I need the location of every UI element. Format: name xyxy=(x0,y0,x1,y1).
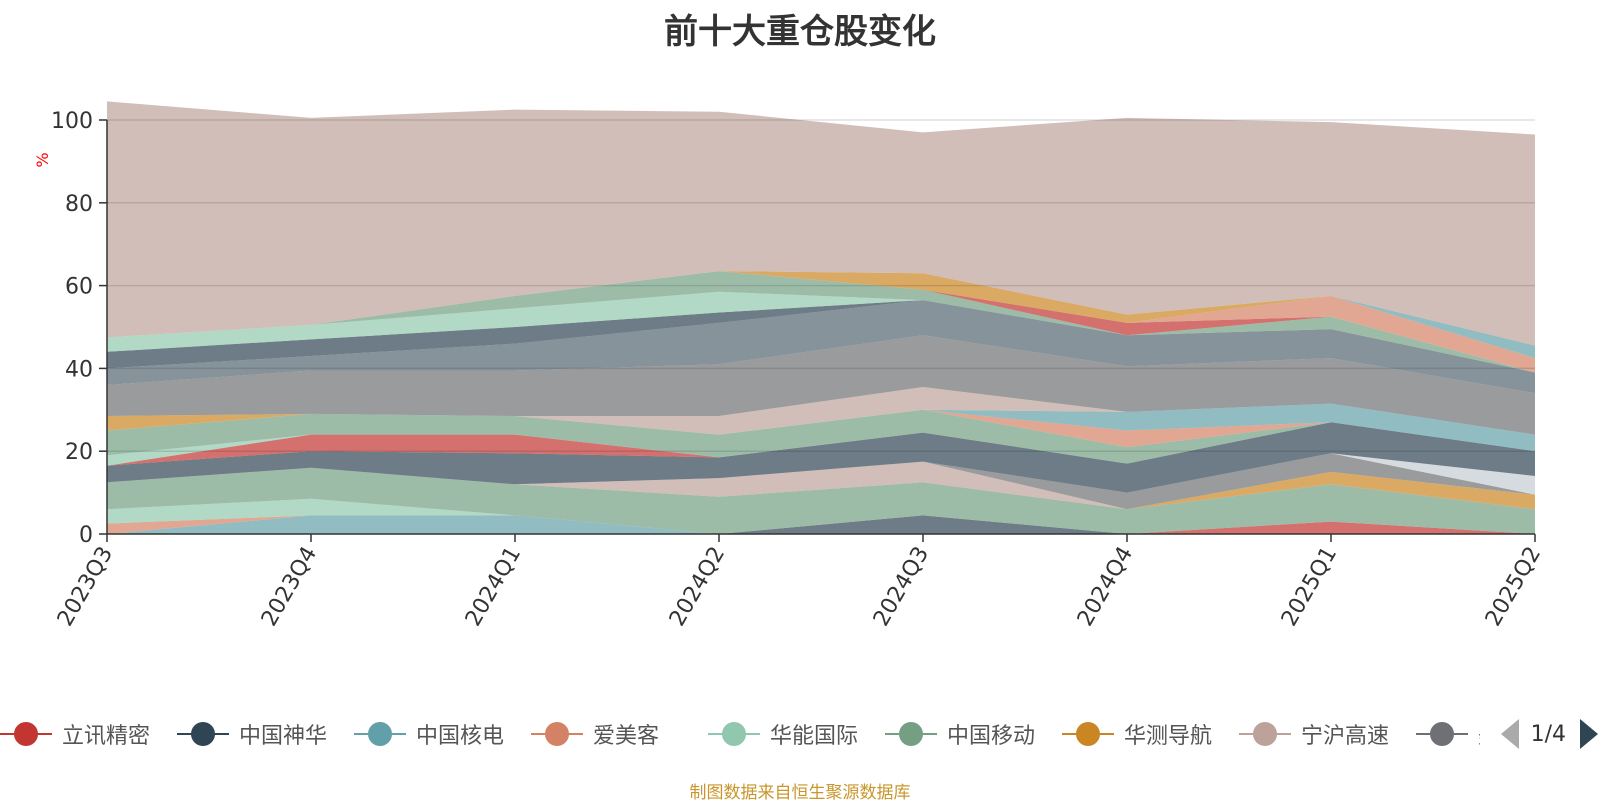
legend-label: 中国核电 xyxy=(416,724,505,749)
legend-item[interactable]: 爱美客 xyxy=(531,712,659,756)
legend-marker-icon xyxy=(0,720,52,748)
area-series-20[interactable] xyxy=(107,300,1535,373)
area-series-0[interactable] xyxy=(107,521,1535,534)
chart-title: 前十大重仓股变化 xyxy=(664,12,936,52)
x-tick-label: 2025Q2 xyxy=(1481,543,1546,631)
legend: 立讯精密 中国神华 中国核电 爱美客 华能国际 中国移动 华测导航 宁沪高速 美的 xyxy=(0,712,1480,756)
legend-item[interactable]: 中国核电 xyxy=(354,712,504,756)
area-series-4[interactable] xyxy=(107,498,1535,534)
legend-marker-icon xyxy=(531,720,583,748)
area-series-17[interactable] xyxy=(107,387,1535,435)
legend-label: 美的 xyxy=(1478,718,1480,750)
y-axis-unit-label: % xyxy=(33,152,52,167)
series-areas xyxy=(107,101,1535,534)
x-tick-label: 2023Q3 xyxy=(53,543,118,631)
legend-label: 宁沪高速 xyxy=(1301,724,1390,749)
area-series-22[interactable] xyxy=(107,271,1535,373)
area-series-27[interactable] xyxy=(107,101,1535,346)
legend-marker-icon xyxy=(1416,720,1468,748)
legend-marker-icon xyxy=(708,720,760,748)
area-series-23[interactable] xyxy=(107,271,1535,373)
y-tick-label: 100 xyxy=(51,109,93,134)
area-series-21[interactable] xyxy=(107,291,1535,373)
data-source-note: 制图数据来自恒生聚源数据库 xyxy=(689,783,911,803)
legend-next-arrow-icon[interactable] xyxy=(1580,719,1598,749)
legend-page-indicator: 1/4 xyxy=(1530,721,1566,747)
area-series-8[interactable] xyxy=(107,453,1535,510)
legend-item[interactable]: 华能国际 xyxy=(708,712,858,756)
x-tick-label: 2023Q4 xyxy=(257,543,322,631)
area-series-5[interactable] xyxy=(107,467,1535,534)
legend-label: 中国移动 xyxy=(947,724,1036,749)
legend-pager: 1/4 xyxy=(1500,712,1600,756)
area-series-18[interactable] xyxy=(107,335,1535,435)
legend-marker-icon xyxy=(885,720,937,748)
area-series-10[interactable] xyxy=(107,422,1535,493)
legend-item[interactable]: 中国神华 xyxy=(177,712,327,756)
legend-item[interactable]: 立讯精密 xyxy=(0,712,150,756)
area-series-13[interactable] xyxy=(107,409,1535,464)
legend-item[interactable]: 华测导航 xyxy=(1062,712,1212,756)
x-tick-label: 2025Q1 xyxy=(1277,543,1342,631)
area-series-11[interactable] xyxy=(107,422,1535,466)
x-tick-label: 2024Q3 xyxy=(869,543,934,631)
legend-label: 立讯精密 xyxy=(62,724,151,749)
legend-label: 爱美客 xyxy=(593,724,660,749)
legend-label: 华能国际 xyxy=(770,724,859,749)
area-series-14[interactable] xyxy=(107,409,1535,452)
x-tick-label: 2024Q1 xyxy=(461,543,526,631)
legend-marker-icon xyxy=(354,720,406,748)
y-tick-label: 40 xyxy=(65,357,93,382)
legend-label: 中国神华 xyxy=(239,724,328,749)
legend-item[interactable]: 美的 xyxy=(1416,712,1480,756)
legend-marker-icon xyxy=(1062,720,1114,748)
area-series-7[interactable] xyxy=(107,461,1535,510)
area-series-19[interactable] xyxy=(107,300,1535,394)
legend-item[interactable]: 中国移动 xyxy=(885,712,1035,756)
legend-prev-arrow-icon[interactable] xyxy=(1500,719,1519,749)
x-tick-label: 2024Q2 xyxy=(665,543,730,631)
grid-lines xyxy=(107,119,1535,452)
y-tick-label: 80 xyxy=(65,192,93,217)
y-tick-label: 0 xyxy=(79,523,93,548)
x-tick-label: 2024Q4 xyxy=(1073,543,1138,631)
legend-marker-icon xyxy=(177,720,229,748)
area-series-2[interactable] xyxy=(107,515,1535,534)
area-series-6[interactable] xyxy=(107,467,1535,510)
area-series-15[interactable] xyxy=(107,403,1535,452)
legend-item[interactable]: 宁沪高速 xyxy=(1239,712,1389,756)
y-tick-label: 20 xyxy=(65,440,93,465)
y-tick-label: 60 xyxy=(65,275,93,300)
legend-label: 华测导航 xyxy=(1124,724,1213,749)
legend-marker-icon xyxy=(1239,720,1291,748)
